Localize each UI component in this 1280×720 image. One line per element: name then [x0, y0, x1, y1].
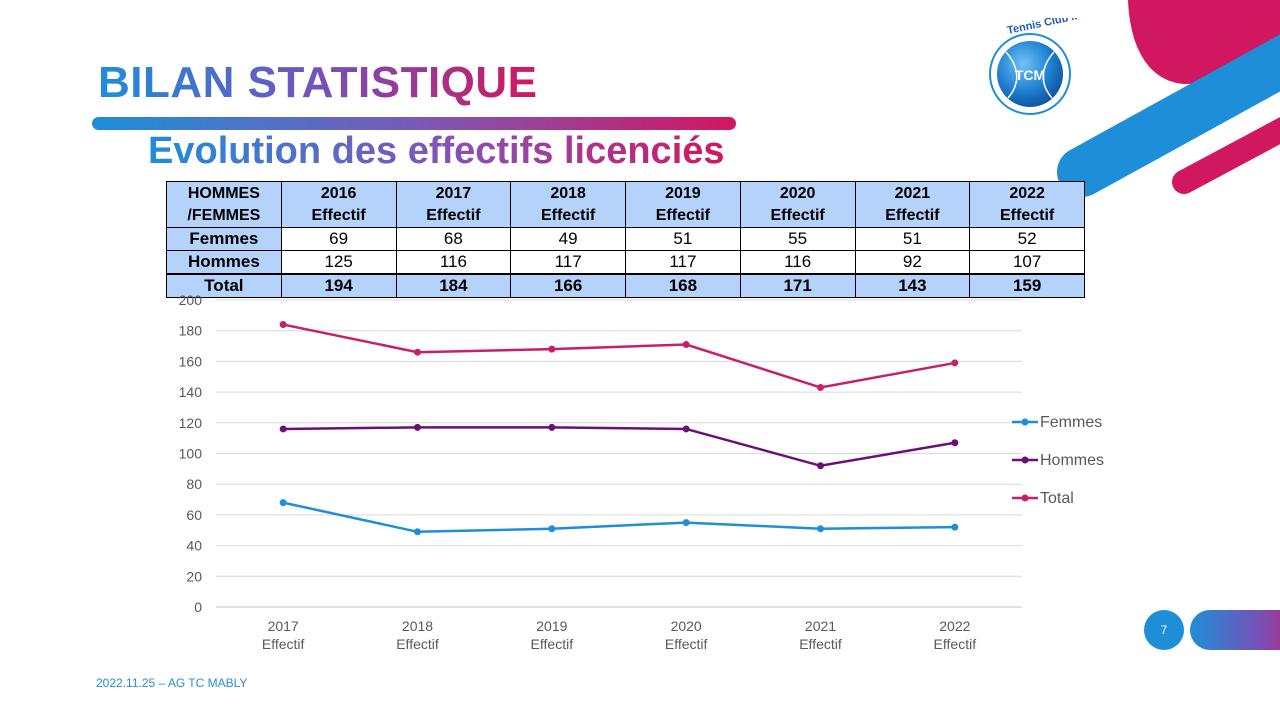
data-point	[548, 345, 556, 353]
page-subtitle: Evolution des effectifs licenciés	[148, 130, 725, 172]
title-underline-bar	[92, 117, 736, 130]
data-point	[951, 439, 959, 447]
table-cell: 184	[395, 273, 512, 298]
club-logo: TCM Tennis Club MABLY	[968, 4, 1110, 118]
table-cell: 107	[969, 250, 1085, 275]
table-cell: 55	[739, 227, 856, 251]
table-cell: 92	[854, 250, 971, 275]
y-tick-label: 100	[179, 446, 203, 462]
table-cell: 49	[510, 227, 626, 251]
y-tick-label: 200	[179, 292, 203, 308]
table-cell: 125	[280, 250, 397, 275]
table-header-row: HOMMES /FEMMES 2016 Effectif 2017 Effectif…	[166, 181, 1085, 228]
data-point	[414, 348, 421, 356]
table-cell: 69	[280, 227, 397, 251]
y-tick-label: 20	[186, 568, 202, 584]
y-tick-label: 140	[179, 384, 203, 400]
table-cell: 68	[395, 227, 512, 251]
y-tick-label: 120	[179, 415, 203, 431]
table-cell: 171	[739, 273, 856, 298]
data-point	[951, 359, 959, 367]
x-tick-label: 2021 Effectif	[799, 618, 842, 652]
y-tick-label: 80	[186, 476, 202, 492]
table-cell: 52	[969, 227, 1085, 251]
data-point	[548, 423, 556, 431]
series-line-total	[282, 323, 956, 389]
table-corner-header: HOMMES /FEMMES	[166, 181, 282, 228]
column-header: 2016 Effectif	[280, 181, 397, 228]
column-header: 2019 Effectif	[625, 181, 741, 228]
column-header: 2017 Effectif	[395, 181, 512, 228]
data-point	[279, 321, 287, 329]
gradient-pill	[1190, 610, 1280, 650]
statistics-table: HOMMES /FEMMES 2016 Effectif 2017 Effectif…	[166, 181, 1085, 298]
y-tick-label: 40	[186, 538, 202, 554]
blue-diagonal-band	[1057, 34, 1280, 197]
table-cell: 51	[625, 227, 741, 251]
data-point	[548, 525, 556, 533]
x-tick-label: 2022 Effectif	[934, 618, 977, 652]
y-tick-label: 60	[186, 507, 202, 523]
table-cell: 117	[510, 250, 626, 275]
data-point	[414, 423, 421, 431]
table-cell: 159	[969, 273, 1085, 298]
y-tick-label: 0	[194, 599, 202, 615]
table-cell: 51	[854, 227, 971, 251]
x-tick-label: 2020 Effectif	[665, 618, 708, 652]
data-point	[817, 383, 824, 391]
row-label: Total	[166, 273, 282, 298]
table-cell: 143	[854, 273, 971, 298]
column-header: 2022 Effectif	[969, 181, 1085, 228]
column-header: 2021 Effectif	[854, 181, 971, 228]
legend-label: Total	[1040, 490, 1074, 507]
data-point	[414, 528, 421, 536]
table-cell: 168	[625, 273, 741, 298]
data-point	[951, 523, 959, 531]
data-point	[682, 425, 690, 433]
table-cell: 166	[510, 273, 626, 298]
column-header: 2020 Effectif	[739, 181, 856, 228]
corner-line1: HOMMES	[187, 184, 260, 202]
data-point	[682, 519, 690, 527]
table-cell: 116	[739, 250, 856, 275]
legend-marker	[1021, 456, 1029, 464]
legend-marker	[1021, 494, 1029, 502]
footer-text: 2022.11.25 – AG TC MABLY	[96, 676, 248, 690]
corner-line2: /FEMMES	[187, 206, 261, 224]
column-header: 2018 Effectif	[510, 181, 626, 228]
legend-label: Femmes	[1040, 414, 1102, 431]
data-point	[817, 462, 824, 470]
table-row: Femmes 69 68 49 51 55 51 52	[166, 227, 1085, 251]
page-number: 7	[1144, 610, 1184, 650]
y-tick-label: 160	[179, 353, 203, 369]
data-point	[682, 341, 690, 349]
data-point	[817, 525, 824, 533]
legend-label: Hommes	[1040, 452, 1104, 469]
series-line-femmes	[282, 501, 955, 534]
y-tick-label: 180	[179, 323, 203, 339]
table-cell: 194	[280, 273, 397, 298]
table-row-total: Total 194 184 166 168 171 143 159	[166, 273, 1085, 298]
x-tick-label: 2019 Effectif	[531, 618, 574, 652]
data-point	[279, 425, 287, 433]
data-point	[279, 499, 287, 507]
x-tick-label: 2017 Effectif	[262, 618, 305, 652]
logo-badge: TCM	[1015, 67, 1045, 83]
page-title: BILAN STATISTIQUE	[98, 58, 538, 107]
series-line-hommes	[283, 426, 956, 468]
magenta-diagonal-band	[1172, 117, 1280, 194]
table-cell: 117	[625, 250, 741, 275]
logo-club-name: Tennis Club MABLY	[1006, 18, 1078, 37]
x-tick-label: 2018 Effectif	[396, 618, 439, 652]
table-cell: 116	[395, 250, 512, 275]
row-label: Femmes	[166, 227, 282, 251]
line-chart: 0 20 40 60 80 100 120 140 160 180 200 2017 Effectif 2…	[179, 292, 1104, 652]
row-label: Hommes	[166, 250, 282, 275]
table-row: Hommes 125 116 117 117 116 92 107	[166, 250, 1085, 275]
legend-marker	[1021, 418, 1029, 426]
